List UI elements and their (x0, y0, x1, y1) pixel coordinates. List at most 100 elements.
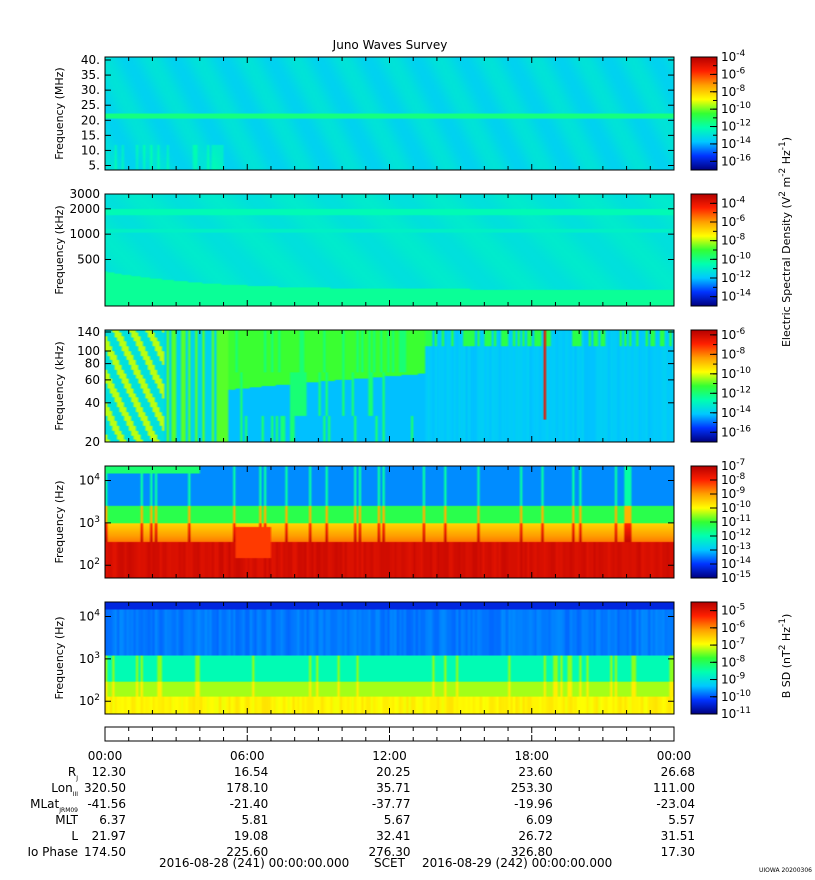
y-tick-label: 104 (79, 609, 100, 624)
y-tick-label: 102 (79, 557, 100, 572)
spectrogram-image (105, 194, 674, 306)
magnetic-colorbar-label: B SD (nT2 Hz-1) (778, 614, 793, 699)
ephemeris-value: 21.97 (92, 829, 126, 843)
ephemeris-row-label: LonIII (51, 781, 78, 798)
ephemeris-value: 26.72 (518, 829, 552, 843)
colorbar-tick-label: 10-10 (721, 500, 751, 515)
ephemeris-row-label: MLatJRM09 (30, 797, 78, 814)
ephemeris-value: 225.60 (226, 845, 268, 859)
footer-stamp: UIOWA 20200306 (759, 867, 812, 874)
spectrogram-panel-5: 102 103 104 Frequency (Hz) 10-5 10-6 10-7 10-8 1… (53, 601, 751, 721)
ephemeris-value: 19.08 (234, 829, 268, 843)
y-axis-label: Frequency (MHz) (53, 67, 66, 159)
ephemeris-value: 320.50 (84, 781, 126, 795)
colorbar-tick-label: 10-8 (721, 654, 746, 669)
y-tick-label: 103 (79, 515, 100, 530)
footer-end-time: 2016-08-29 (242) 00:00:00.000 (422, 856, 612, 870)
ephemeris-value: -41.56 (87, 797, 126, 811)
y-tick-label: 25. (81, 98, 100, 112)
colorbar-tick-label: 10-14 (721, 405, 751, 420)
colorbar-tick-label: 10-6 (721, 327, 746, 342)
y-tick-label: 1000 (69, 227, 100, 241)
ephemeris-row-label: L (71, 829, 78, 843)
colorbar-tick-label: 10-5 (721, 603, 745, 618)
ephemeris-value: -21.40 (230, 797, 269, 811)
spectrogram-panel-1: 5.10.15.20.25.30.35.40. Frequency (MHz) 10… (53, 49, 751, 172)
colorbar-tick-label: 10-7 (721, 458, 745, 473)
time-tick-label: 06:00 (230, 749, 265, 763)
time-tick-label: 18:00 (514, 749, 549, 763)
ephemeris-value: 5.67 (384, 813, 411, 827)
y-tick-label: 60 (85, 373, 100, 387)
y-tick-label: 104 (79, 473, 100, 488)
ephemeris-value: 253.30 (511, 781, 553, 795)
y-tick-label: 35. (81, 68, 100, 82)
electric-colorbar-label: Electric Spectral Density (V2 m-2 Hz-1) (778, 137, 793, 347)
ephemeris-value: 23.60 (518, 765, 552, 779)
footer-start-time: 2016-08-28 (241) 00:00:00.000 (159, 856, 349, 870)
time-tick-label: 00:00 (657, 749, 692, 763)
ephemeris-value: 111.00 (653, 781, 695, 795)
colorbar-tick-label: 10-8 (721, 472, 746, 487)
colorbar-tick-label: 10-8 (721, 346, 746, 361)
ephemeris-row-label: Io Phase (27, 845, 78, 859)
y-axis-label: Frequency (kHz) (53, 341, 66, 430)
ephemeris-value: 16.54 (234, 765, 268, 779)
y-tick-label: 100 (77, 344, 100, 358)
y-tick-label: 2000 (69, 202, 100, 216)
y-tick-label: 500 (77, 252, 100, 266)
ephemeris-value: 5.81 (242, 813, 269, 827)
spectrogram-image (105, 602, 674, 714)
colorbar-tick-label: 10-12 (721, 270, 751, 285)
colorbar-tick-label: 10-6 (721, 214, 746, 229)
ephemeris-value: 6.37 (99, 813, 126, 827)
colorbar-tick-label: 10-16 (721, 153, 751, 168)
colorbar-tick-label: 10-9 (721, 486, 746, 501)
y-tick-label: 20. (81, 113, 100, 127)
ephemeris-value: 6.09 (526, 813, 553, 827)
ephemeris-value: -23.04 (656, 797, 695, 811)
ephemeris-row-label: RJ (68, 765, 78, 782)
colorbar (690, 56, 718, 171)
y-tick-label: 40. (81, 53, 100, 67)
ephemeris-table: RJ 12.30 16.54 20.25 23.60 26.68 LonIII 320.50 1… (27, 765, 695, 859)
spectrogram-image (105, 57, 674, 170)
colorbar-tick-label: 10-4 (721, 49, 746, 64)
colorbar-tick-label: 10-8 (721, 233, 746, 248)
y-tick-label: 10. (81, 143, 100, 157)
time-tick-label: 00:00 (88, 749, 123, 763)
colorbar-tick-label: 10-12 (721, 528, 751, 543)
ephemeris-value: 276.30 (369, 845, 411, 859)
ephemeris-row-label: MLT (55, 813, 78, 827)
y-tick-label: 30. (81, 83, 100, 97)
ephemeris-value: 178.10 (226, 781, 268, 795)
ephemeris-value: 326.80 (511, 845, 553, 859)
y-tick-label: 103 (79, 651, 100, 666)
colorbar-tick-label: 10-14 (721, 136, 751, 151)
figure-title: Juno Waves Survey (332, 38, 448, 52)
spectrogram-panels: 5.10.15.20.25.30.35.40. Frequency (MHz) 10… (53, 49, 751, 721)
y-tick-label: 102 (79, 693, 100, 708)
spectrogram-panel-4: 102 103 104 Frequency (Hz) 10-710-810-910-10… (53, 458, 751, 585)
colorbar-tick-label: 10-7 (721, 637, 745, 652)
colorbar-tick-label: 10-16 (721, 424, 751, 439)
ephemeris-value: -19.96 (514, 797, 553, 811)
time-tick-label: 12:00 (372, 749, 407, 763)
spectrogram-image (105, 330, 674, 442)
y-axis-label: Frequency (kHz) (53, 205, 66, 294)
ephemeris-value: 5.57 (668, 813, 695, 827)
footer-scet-label: SCET (374, 856, 406, 870)
colorbar-tick-label: 10-6 (721, 620, 746, 635)
ephemeris-value: 32.41 (376, 829, 410, 843)
colorbar-tick-label: 10-4 (721, 195, 746, 210)
colorbar (690, 193, 718, 307)
y-tick-label: 20 (85, 435, 100, 449)
y-tick-label: 140 (77, 325, 100, 339)
colorbar-tick-label: 10-10 (721, 251, 751, 266)
ephemeris-value: -37.77 (372, 797, 411, 811)
colorbar-tick-label: 10-12 (721, 119, 751, 134)
ephemeris-value: 12.30 (92, 765, 126, 779)
colorbar-tick-label: 10-13 (721, 542, 751, 557)
